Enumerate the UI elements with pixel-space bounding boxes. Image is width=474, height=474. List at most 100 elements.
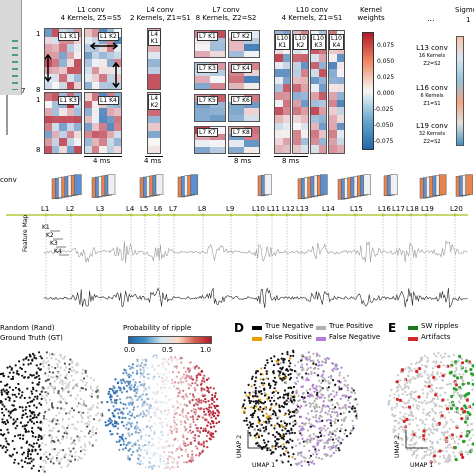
umap-ripple-point [166,466,170,469]
umap-ripple-point [167,406,170,409]
network-block [257,174,272,197]
kernel-cell [336,92,344,100]
umap-e-point [426,393,429,396]
umap-d-point [248,391,251,394]
umap-ripple-point [151,363,154,366]
kernel-cell [282,130,290,138]
umap-gt-point [64,366,68,369]
umap-d-point [287,400,290,404]
umap-ripple-point [156,406,159,409]
l7-k3-label: L7 K3 [197,64,218,73]
l10-k1-label: L10 K1 [275,34,290,50]
umap-d-point [329,413,332,416]
umap-e-point [452,421,455,424]
umap-gt-point [70,359,73,363]
umap-d-point [259,401,262,404]
umap-gt-point [17,373,20,376]
umap-ripple-point [201,379,204,382]
umap-gt-point [64,355,67,358]
umap-gt-point [28,405,31,408]
umap-e-point [443,373,447,376]
kernel-cell [318,107,326,115]
umap-d-point [268,382,271,385]
umap-ripple-point [137,415,140,418]
umap-e-point [438,449,442,453]
umap-e-point [432,428,436,431]
umap-ripple-point [154,423,157,426]
kernel-cell [106,138,114,146]
umap-gt-point [17,434,20,437]
umap-ripple-point [157,436,160,439]
kernel-cell [311,69,319,77]
umap-ripple-point [171,382,174,385]
network-block-slab [438,174,447,195]
umap-gt-point [51,420,54,423]
kernel-cell [318,61,326,70]
umap-gt-point [47,374,50,377]
umap-d-point [285,441,288,444]
umap-gt-point [97,397,100,400]
kernel-cell [113,130,121,138]
umap-ripple-point [185,461,188,464]
layer-label-l15: L15 [350,205,363,213]
umap-ripple-point [205,434,208,438]
umap-e-point [470,407,473,410]
umap-d-point [302,400,306,404]
umap-d-point [329,382,332,385]
umap-gt-point [34,435,37,439]
umap-ripple-point [165,376,168,379]
umap-ripple-point [200,383,203,386]
umap-d-point [348,405,351,409]
umap-e-point [390,408,393,411]
umap-e-point [412,433,416,437]
umap-d-point [289,416,292,419]
kernel-cell [300,122,308,131]
kernel-cell [113,115,121,123]
umap-ripple-point [197,415,200,418]
kernel-cell [282,53,290,62]
umap-d-point [346,386,349,389]
umap-d-point [316,353,319,356]
umap-ripple-point [201,449,204,452]
umap-ripple-point [110,420,113,423]
umap-gt-point [35,442,38,445]
umap-ripple-point [179,403,182,406]
kernel-cell [293,69,301,77]
umap-ripple-point [194,408,197,411]
umap-gt-point [32,445,35,448]
umap-ripple-point [152,378,155,381]
umap-e-point [410,369,413,372]
umap-ripple-point [183,420,186,423]
umap-e-point [402,419,406,423]
umap-ripple-point [129,396,132,399]
umap-ripple-point [142,456,145,459]
umap-d-point [294,364,297,367]
umap-e-point [450,394,454,399]
umap-gt-point [87,416,90,419]
kernel-cell [311,107,319,115]
umap-gt-point [12,408,15,412]
kernel-cell [113,66,121,74]
umap-ripple-point [163,446,166,449]
umap-gt-point [39,355,42,358]
umap-e-point [448,434,451,437]
umap-ripple-point [145,452,149,455]
colorbar-tick-4: -0.025 [374,106,394,113]
umap-e-point [423,427,426,430]
umap-d-point [299,432,302,435]
umap-d-point [254,372,257,375]
umap-gt-point [14,408,17,411]
umap-gt-point [53,380,56,383]
kernel-cell [210,146,225,153]
umap-gt-point [67,447,70,450]
umap-ripple-point [209,425,213,429]
layer-label-l2: L2 [66,205,75,213]
kernel-cell [85,108,93,116]
umap-gt-point [29,362,32,365]
kernel-cell [318,145,326,153]
umap-d-point [293,414,296,417]
network-block [455,174,473,197]
umap-gt-point [8,386,11,389]
kernel-cell [329,84,337,92]
umap-d-point [301,363,304,366]
